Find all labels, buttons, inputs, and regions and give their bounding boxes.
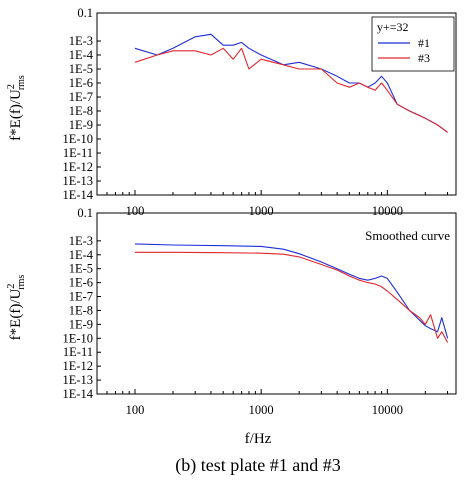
series-group xyxy=(134,243,449,343)
legend-label: #1 xyxy=(418,36,430,50)
y-tick-label: 1E-12 xyxy=(62,359,93,373)
y-tick-label: 0.1 xyxy=(77,6,93,20)
x-tick-label: 1000 xyxy=(249,403,274,417)
chart-annotation: Smoothed curve xyxy=(365,228,450,243)
y-tick-label: 1E-3 xyxy=(69,234,93,248)
y-axis-label: f*E(f)/U2rms xyxy=(6,275,27,341)
legend-title: y+=32 xyxy=(377,20,409,34)
y-tick-label: 1E-7 xyxy=(69,290,93,304)
series-line-plate3 xyxy=(134,47,448,133)
x-tick-label: 1000 xyxy=(249,204,274,218)
chart-panel-2: 0.11E-31E-41E-51E-61E-71E-81E-91E-101E-1… xyxy=(6,206,457,417)
y-tick-label: 1E-10 xyxy=(62,132,93,146)
y-tick-label: 1E-10 xyxy=(62,331,93,345)
series-group xyxy=(134,33,448,133)
legend-box xyxy=(371,16,455,72)
y-tick-label: 1E-4 xyxy=(69,248,94,262)
x-tick-label: 10000 xyxy=(372,204,403,218)
y-tick-label: 1E-8 xyxy=(69,104,93,118)
figure-caption: (b) test plate #1 and #3 xyxy=(175,455,340,476)
y-tick-label: 1E-14 xyxy=(62,188,93,202)
y-tick-label: 1E-7 xyxy=(69,90,93,104)
legend: y+=32 #1#3 xyxy=(371,16,455,72)
plot-frame xyxy=(96,212,457,395)
series-line-plate1 xyxy=(134,243,449,339)
y-tick-label: 1E-5 xyxy=(69,62,93,76)
x-tick-label: 10000 xyxy=(372,403,403,417)
y-tick-label: 1E-12 xyxy=(62,160,93,174)
y-tick-label: 1E-9 xyxy=(69,118,93,132)
y-tick-label: 1E-13 xyxy=(62,174,93,188)
x-tick-label: 100 xyxy=(126,403,145,417)
y-tick-label: 1E-11 xyxy=(63,345,93,359)
y-tick-label: 1E-11 xyxy=(63,146,93,160)
y-tick-label: 1E-14 xyxy=(62,387,93,401)
plots-layer: 0.11E-31E-41E-51E-61E-71E-81E-91E-101E-1… xyxy=(6,6,457,417)
chart-panel-1: 0.11E-31E-41E-51E-61E-71E-81E-91E-101E-1… xyxy=(6,6,457,218)
series-line-plate3 xyxy=(135,251,449,343)
y-tick-label: 1E-6 xyxy=(69,276,93,290)
y-tick-label: 1E-5 xyxy=(69,262,93,276)
y-axis-label: f*E(f)/U2rms xyxy=(6,75,27,141)
legend-label: #3 xyxy=(418,51,430,65)
y-tick-label: 1E-9 xyxy=(69,317,93,331)
y-tick-label: 1E-3 xyxy=(69,34,93,48)
plot-frame xyxy=(96,12,457,196)
y-tick-label: 1E-8 xyxy=(69,303,93,317)
x-tick-label: 100 xyxy=(126,204,145,218)
y-tick-label: 0.1 xyxy=(77,206,93,220)
y-tick-label: 1E-13 xyxy=(62,373,93,387)
y-tick-label: 1E-6 xyxy=(69,76,93,90)
x-axis-label: f/Hz xyxy=(245,431,272,447)
y-tick-label: 1E-4 xyxy=(69,48,94,62)
